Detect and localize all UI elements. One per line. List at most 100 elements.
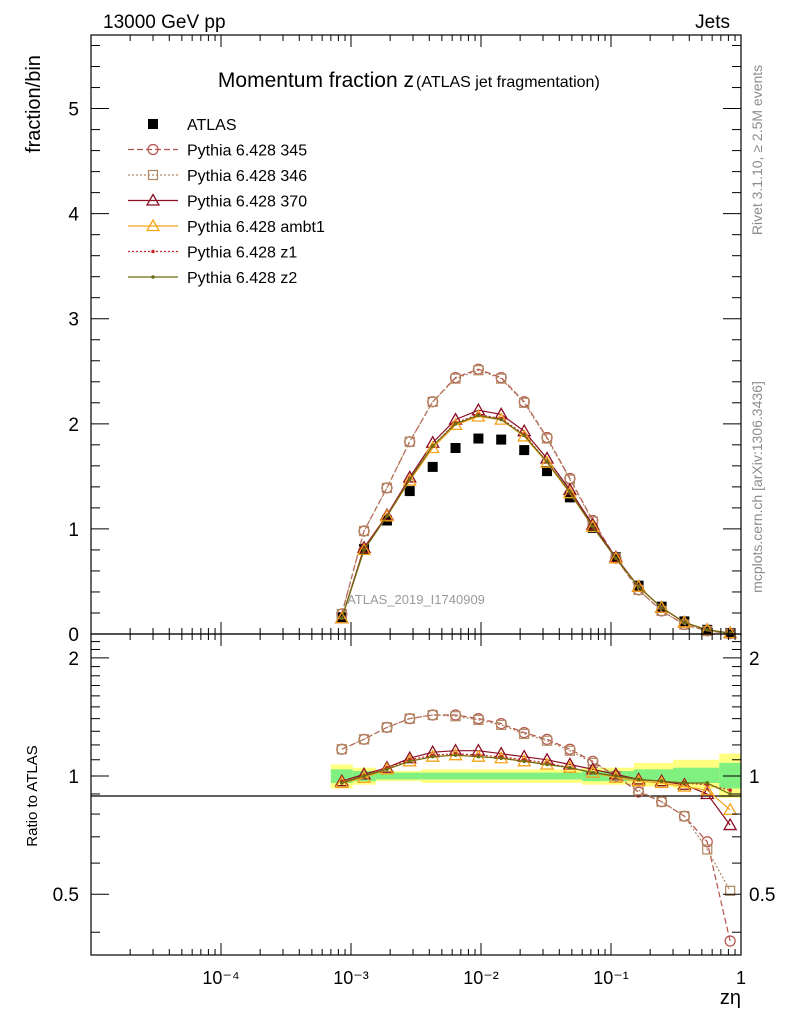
category-label: Jets: [695, 12, 730, 33]
ratio-plot-frame: [90, 633, 742, 956]
series-6-point: [590, 525, 595, 529]
y-axis-label: fraction/bin: [23, 55, 45, 153]
x-tick-label: 1: [736, 968, 746, 988]
ratio-series-5-point: [728, 792, 732, 796]
series-0-point: [404, 486, 415, 497]
series-4-point: [334, 610, 349, 624]
ratio-series-5-point: [705, 781, 710, 785]
ratio-y-tick-label-right: 2: [749, 649, 760, 670]
series-6-point: [705, 627, 710, 632]
legend-marker: [148, 119, 158, 129]
x-axis-label: zη: [720, 987, 741, 1009]
ratio-series-2-point: [379, 760, 395, 773]
ratio-series-1-point: [519, 728, 530, 740]
series-2-point: [404, 436, 415, 447]
ratio-series-5-point: [682, 781, 687, 785]
series-6-point: [659, 605, 664, 610]
series-2-point: [427, 396, 438, 407]
ratio-y-tick-label: 1: [68, 767, 79, 788]
ratio-panel: 10⁻⁴ 10⁻³ 10⁻² 10⁻¹ 1 0.5 0.5 1 1 2 2 Ratio to ATL…: [24, 633, 775, 1009]
series-2-point: [541, 433, 553, 444]
ratio-series-0-point: [701, 836, 713, 848]
ratio-series-2-line: [341, 750, 731, 826]
legend-marker: [145, 218, 161, 232]
ratio-series-5-point: [453, 753, 458, 757]
series-4-point: [608, 551, 623, 564]
ratio-series-1-point: [381, 722, 393, 733]
ratio-series-1-point: [336, 744, 347, 755]
series-2-point: [358, 525, 370, 537]
ratio-series-1-point: [725, 885, 736, 896]
x-tick-label: 10⁻²: [463, 968, 499, 988]
series-2-line: [341, 369, 731, 635]
x-tick-label: 10⁻¹: [593, 968, 629, 988]
legend-label: Pythia 6.428 z2: [187, 270, 297, 287]
series-6-point: [340, 616, 344, 621]
ratio-series-3-point: [700, 782, 715, 796]
main-marks: [334, 363, 738, 640]
energy-label: 13000 GeV pp: [103, 12, 226, 33]
series-6-point: [614, 556, 618, 561]
legend-marker: [151, 249, 155, 254]
y-tick-label: 1: [68, 520, 79, 541]
chart-subtitle: (ATLAS jet fragmentation): [416, 74, 600, 91]
series-2-point: [519, 397, 530, 408]
series-6-point: [430, 444, 435, 448]
x-tick-label: 10⁻⁴: [202, 968, 239, 988]
series-0-point: [427, 461, 438, 472]
ratio-series-5-point: [636, 777, 641, 782]
legend: ATLAS Pythia 6.428 345 Pythia 6.428 346 Pyt…: [128, 117, 325, 287]
series-6-point: [476, 413, 481, 418]
series-2-point: [496, 373, 507, 384]
ratio-series-1-point: [473, 714, 484, 725]
ratio-series-3-point: [654, 775, 669, 789]
series-6-point: [499, 417, 503, 422]
chart-title: Momentum fraction z: [218, 69, 414, 92]
series-2-point: [381, 482, 393, 494]
series-2-point: [473, 365, 484, 376]
series-6-point: [522, 433, 527, 438]
series-0-point: [473, 433, 484, 444]
ratio-band-1: [375, 772, 422, 780]
series-1-point: [381, 482, 393, 494]
ratio-y-axis-label: Ratio to ATLAS: [24, 745, 41, 846]
series-4-point: [356, 542, 372, 556]
series-4-point: [631, 579, 646, 592]
ratio-series-5-point: [590, 770, 595, 775]
ratio-series-2-point: [334, 773, 349, 787]
series-0-point: [519, 445, 530, 456]
mcplots-label: mcplots.cern.ch [arXiv:1306.3436]: [749, 381, 765, 593]
series-6-point: [568, 490, 572, 494]
legend-label: Pythia 6.428 346: [187, 168, 307, 185]
rivet-label: Rivet 3.1.10, ≥ 2.5M events: [749, 65, 765, 235]
legend-marker: [147, 143, 159, 156]
ratio-series-2-point: [723, 817, 738, 831]
legend-label: Pythia 6.428 370: [187, 194, 307, 211]
ratio-series-1-point: [564, 745, 576, 756]
series-4-point: [654, 600, 669, 613]
series-0-point: [542, 466, 553, 477]
ratio-series-3-point: [723, 802, 738, 815]
y-tick-label: 5: [68, 100, 79, 121]
ratio-marks: [334, 709, 738, 947]
ratio-series-0-point: [724, 935, 736, 947]
series-6-point: [682, 620, 687, 625]
ratio-series-2-point: [677, 777, 692, 790]
series-4-point: [425, 440, 440, 454]
main-panel: 0 1 2 3 4 5 Momentum fraction z (ATLAS jet fr…: [23, 34, 742, 646]
legend-label: Pythia 6.428 z1: [187, 245, 297, 262]
ratio-series-5-line: [341, 754, 731, 795]
ratio-series-5-point: [362, 774, 366, 778]
ratio-series-5-point: [568, 765, 572, 770]
series-4-point: [585, 519, 600, 532]
ratio-y-tick-label-right: 0.5: [749, 885, 775, 906]
ratio-series-5-point: [659, 779, 664, 784]
series-6-point: [407, 477, 412, 482]
series-4-point: [448, 417, 463, 431]
legend-label: Pythia 6.428 ambt1: [187, 219, 325, 236]
ratio-series-1-point: [358, 734, 370, 745]
ratio-series-5-point: [407, 759, 412, 764]
ratio-axes: 10⁻⁴ 10⁻³ 10⁻² 10⁻¹ 1 0.5 0.5 1 1 2 2: [53, 634, 775, 988]
legend-marker: [147, 169, 159, 181]
